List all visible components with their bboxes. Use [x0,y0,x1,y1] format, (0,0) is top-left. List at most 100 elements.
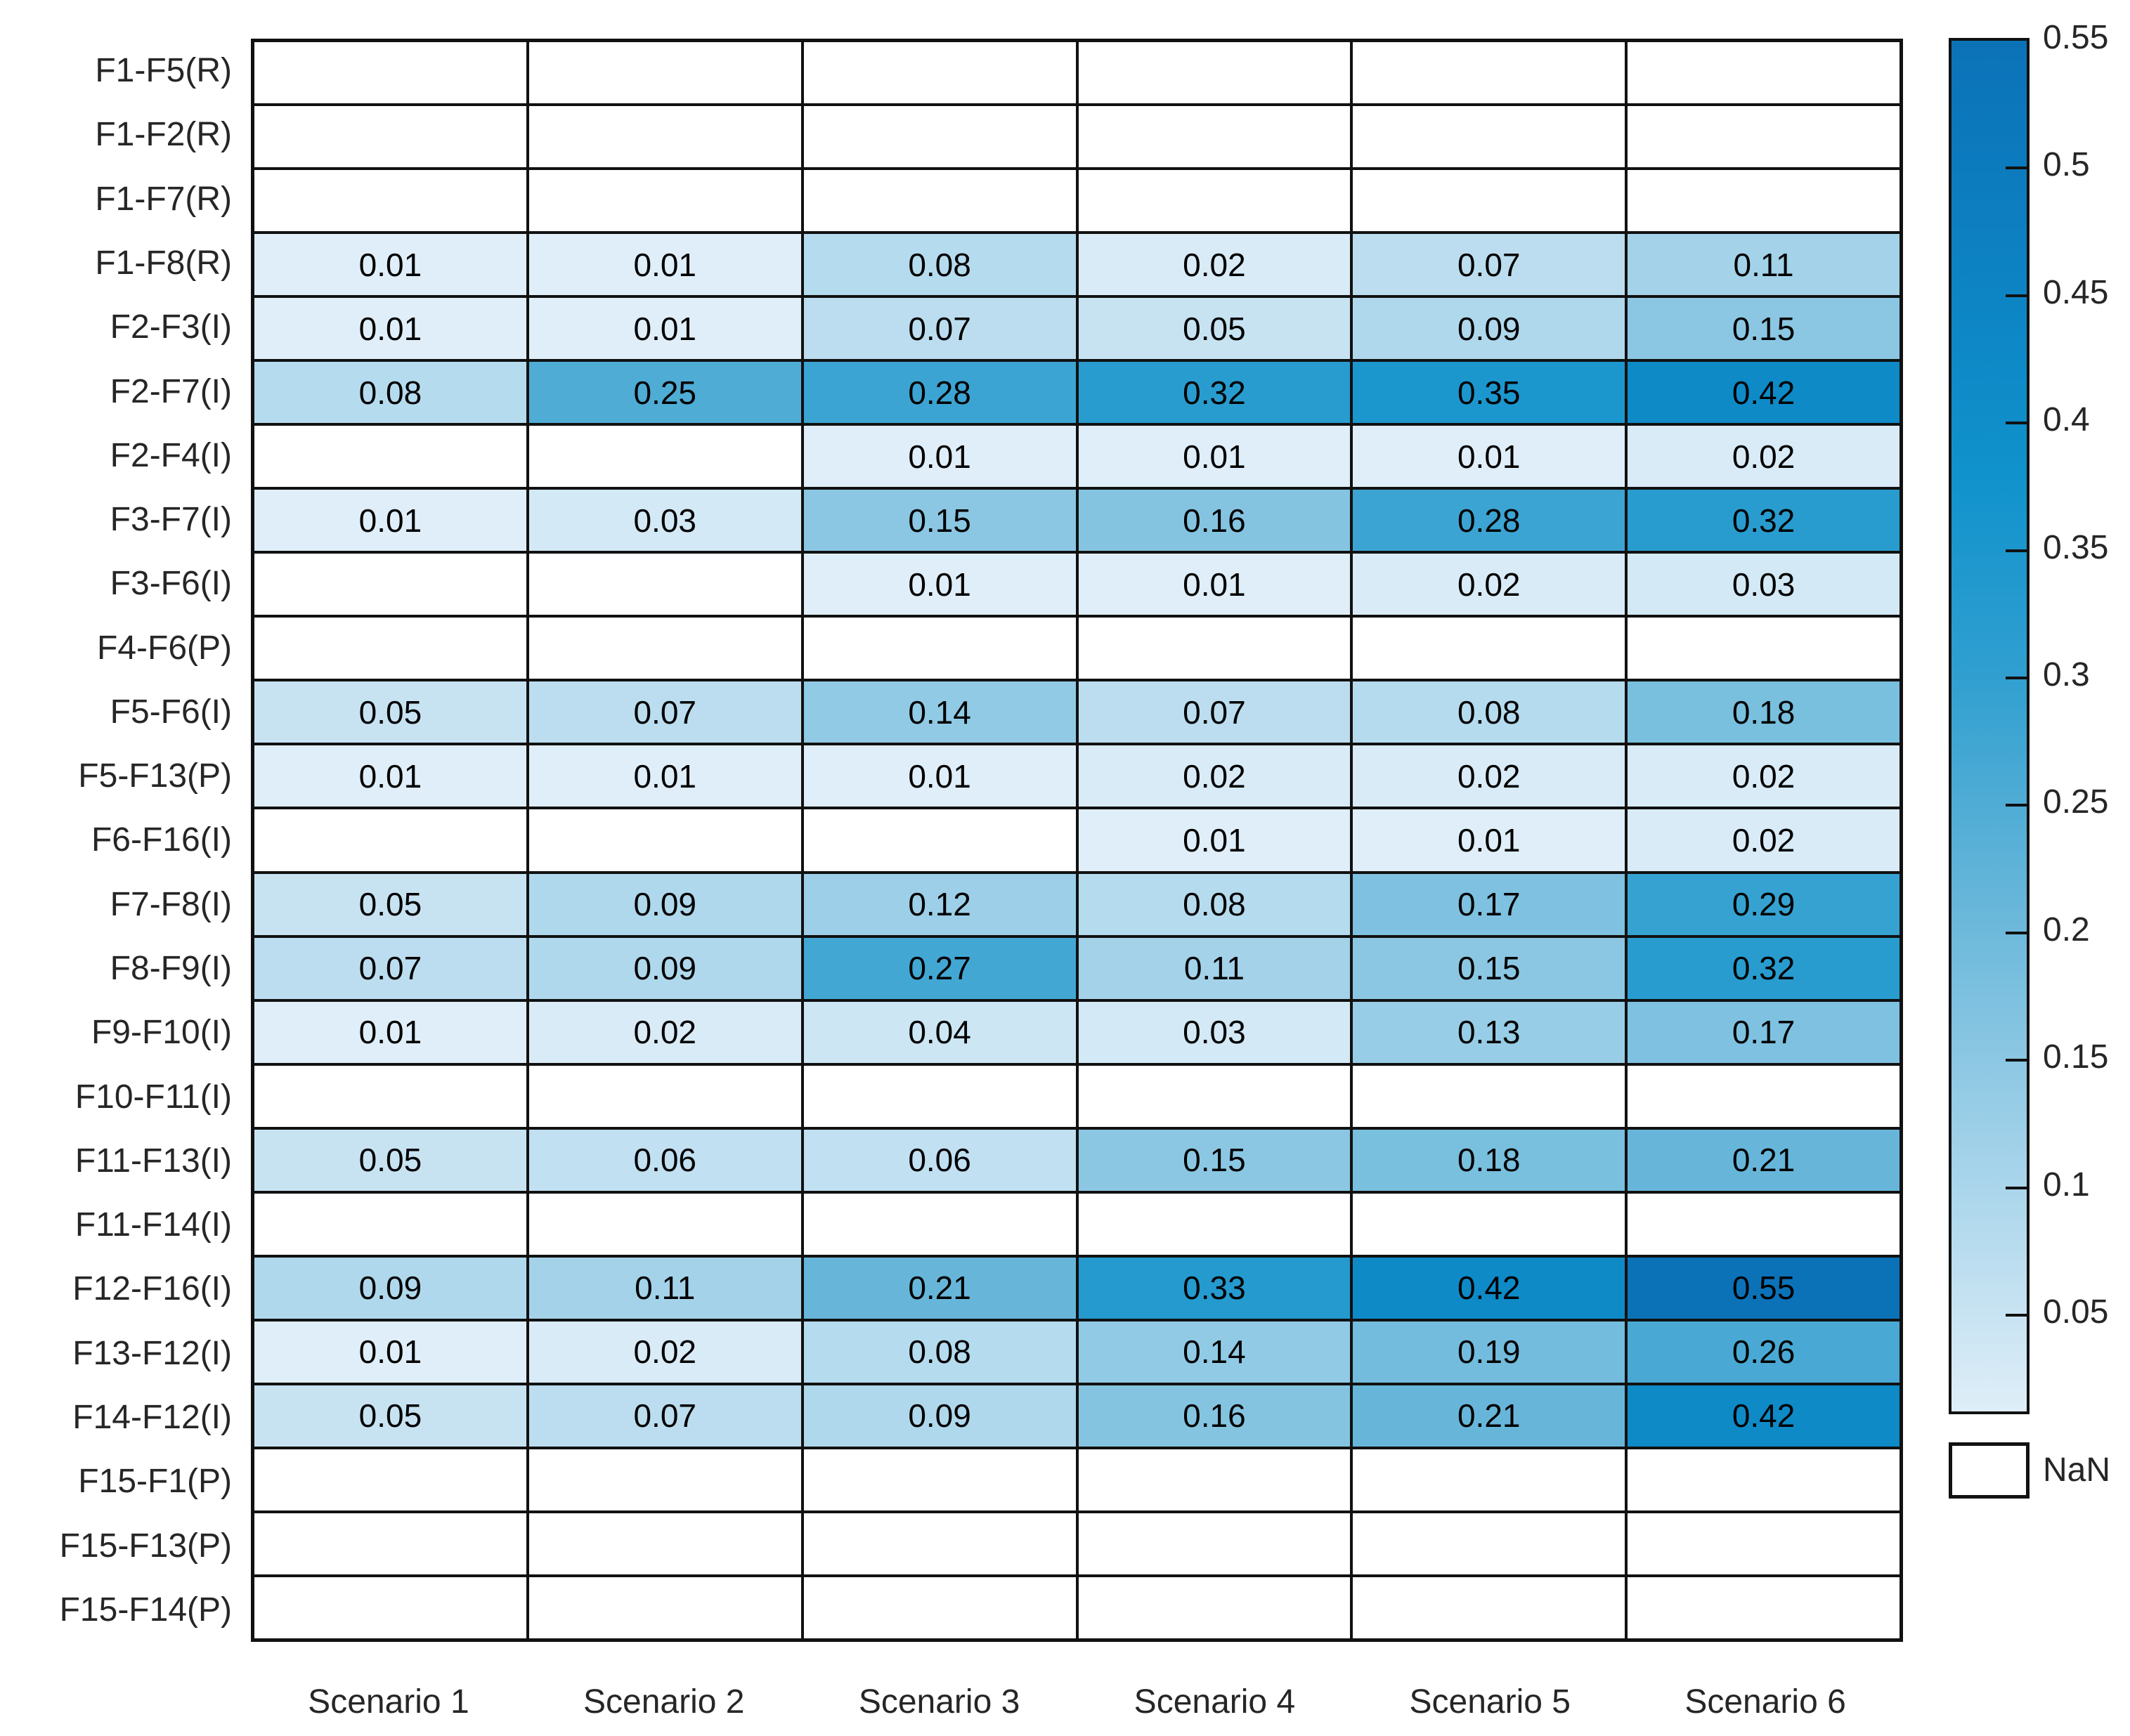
heatmap-cell [803,1449,1076,1510]
heatmap-cell: 0.14 [803,681,1076,743]
colorbar [1949,38,2030,1414]
heatmap-cell [1628,1193,1900,1255]
heatmap-cell: 0.01 [254,1321,526,1383]
heatmap-cell [803,809,1076,871]
heatmap-cell [803,1193,1076,1255]
colorbar-tick [2006,931,2027,934]
row-label: F5-F13(P) [78,757,232,795]
heatmap-cell: 0.01 [1078,426,1351,488]
heatmap-cell [1078,1065,1351,1127]
heatmap-cell [1628,1513,1900,1574]
heatmap-cell: 0.11 [1078,937,1351,999]
col-label: Scenario 3 [858,1683,1020,1721]
row-label: F3-F7(I) [110,501,232,539]
row-label: F13-F12(I) [72,1334,232,1372]
heatmap-cell [528,1065,801,1127]
colorbar-tick [2006,804,2027,807]
colorbar-tick-label: 0.35 [2043,528,2109,566]
heatmap-cell: 0.16 [1078,1385,1351,1447]
heatmap-cell: 0.05 [254,681,526,743]
heatmap-cell [803,1065,1076,1127]
row-label: F5-F6(I) [110,693,232,731]
heatmap-cell: 0.42 [1353,1257,1625,1319]
heatmap-cell: 0.18 [1628,681,1900,743]
row-label: F8-F9(I) [110,950,232,988]
heatmap-cell [1353,170,1625,232]
colorbar-nan-swatch [1949,1442,2030,1499]
col-label: Scenario 2 [583,1683,745,1721]
heatmap-cell: 0.07 [254,937,526,999]
heatmap-cell: 0.21 [1353,1385,1625,1447]
heatmap-cell: 0.01 [803,554,1076,615]
heatmap-cell [1628,1577,1900,1638]
heatmap-cell: 0.33 [1078,1257,1351,1319]
heatmap-cell [803,1577,1076,1638]
heatmap-cell: 0.08 [803,234,1076,296]
heatmap-cell: 0.42 [1628,362,1900,424]
heatmap-cell: 0.01 [1353,809,1625,871]
heatmap-cell: 0.07 [1353,234,1625,296]
heatmap-cell: 0.28 [1353,490,1625,552]
heatmap-cell [528,554,801,615]
row-label: F2-F7(I) [110,372,232,410]
heatmap-cell: 0.18 [1353,1129,1625,1191]
heatmap-cell [1353,1193,1625,1255]
heatmap-cell: 0.03 [528,490,801,552]
row-label: F1-F5(R) [95,52,232,90]
heatmap-cell: 0.42 [1628,1385,1900,1447]
heatmap-cell: 0.19 [1353,1321,1625,1383]
heatmap-cell: 0.21 [1628,1129,1900,1191]
heatmap-cell: 0.08 [1078,873,1351,935]
heatmap-cell: 0.12 [803,873,1076,935]
heatmap-cell: 0.01 [528,234,801,296]
row-label: F7-F8(I) [110,885,232,923]
heatmap-cell: 0.28 [803,362,1076,424]
row-label: F4-F6(P) [97,629,232,667]
heatmap-cell [1628,1449,1900,1510]
colorbar-tick [2006,422,2027,425]
heatmap-grid: 0.01 0.01 0.08 0.02 0.07 0.11 0.01 0.01 0.07 0.05… [251,39,1903,1642]
heatmap-cell: 0.15 [1353,937,1625,999]
heatmap-cell: 0.02 [1353,745,1625,807]
colorbar-tick-label: 0.2 [2043,911,2090,948]
heatmap-cell [1078,170,1351,232]
heatmap-cell: 0.55 [1628,1257,1900,1319]
heatmap-cell [1078,106,1351,168]
heatmap-cell: 0.27 [803,937,1076,999]
heatmap-cell [1078,1513,1351,1574]
heatmap-cell [254,106,526,168]
col-label: Scenario 4 [1134,1683,1296,1721]
heatmap-cell: 0.35 [1353,362,1625,424]
colorbar-tick-label: 0.45 [2043,273,2109,311]
heatmap-cell [1353,1513,1625,1574]
heatmap-cell: 0.08 [1353,681,1625,743]
colorbar-tick-label: 0.05 [2043,1293,2109,1331]
heatmap-cell: 0.02 [1628,426,1900,488]
colorbar-tick [2006,294,2027,297]
row-label: F11-F14(I) [74,1206,232,1244]
heatmap-cell: 0.09 [803,1385,1076,1447]
heatmap-cell [1353,1065,1625,1127]
heatmap-cell: 0.21 [803,1257,1076,1319]
heatmap-cell [1353,1577,1625,1638]
heatmap-cell [1628,170,1900,232]
heatmap-cell: 0.01 [254,1001,526,1063]
heatmap-cell [254,42,526,104]
colorbar-tick [2006,549,2027,552]
heatmap-cell: 0.09 [528,937,801,999]
heatmap-cell [1628,618,1900,679]
heatmap-cell: 0.01 [1078,554,1351,615]
heatmap-cell [254,1193,526,1255]
heatmap-cell: 0.17 [1628,1001,1900,1063]
heatmap-cell: 0.01 [528,745,801,807]
row-label: F3-F6(I) [110,565,232,603]
heatmap-cell: 0.02 [528,1321,801,1383]
heatmap-cell: 0.02 [1078,234,1351,296]
heatmap-cell: 0.29 [1628,873,1900,935]
heatmap-cell: 0.32 [1628,937,1900,999]
colorbar-tick-label: 0.5 [2043,146,2090,184]
heatmap-cell: 0.07 [803,298,1076,360]
heatmap-cell: 0.02 [1628,745,1900,807]
heatmap-cell [528,1193,801,1255]
heatmap-cell: 0.15 [1078,1129,1351,1191]
